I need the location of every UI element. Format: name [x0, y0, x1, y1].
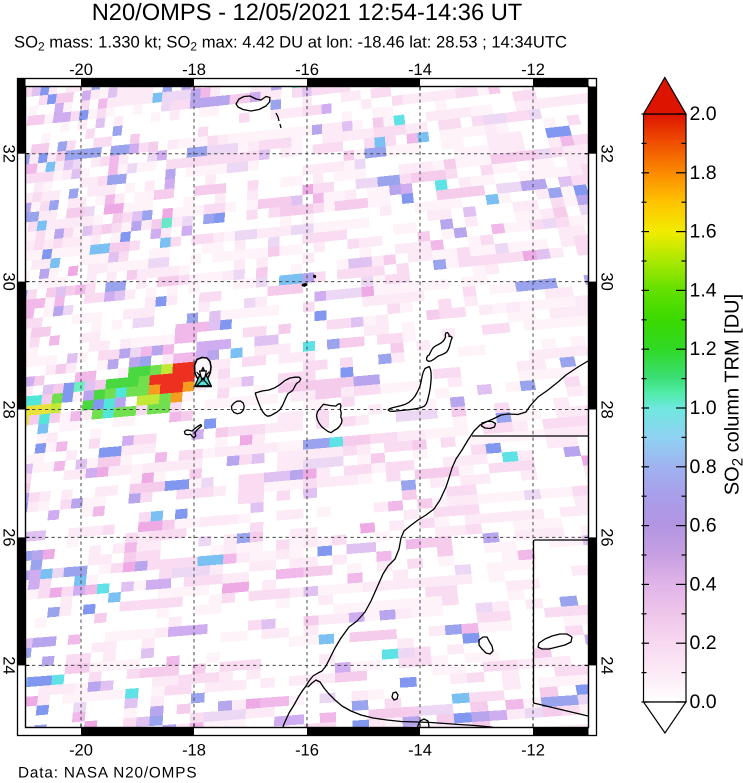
svg-text:28: 28: [598, 400, 616, 418]
svg-text:24: 24: [598, 656, 616, 674]
svg-text:0.8: 0.8: [690, 456, 717, 478]
svg-text:0.0: 0.0: [690, 691, 717, 713]
svg-text:-18: -18: [182, 61, 206, 79]
svg-text:1.6: 1.6: [690, 221, 717, 243]
svg-text:26: 26: [598, 528, 616, 546]
svg-text:-16: -16: [295, 61, 319, 79]
svg-text:0.2: 0.2: [690, 632, 717, 654]
svg-text:SO2 mass: 1.330 kt; SO2 max: 4: SO2 mass: 1.330 kt; SO2 max: 4.42 DU at …: [14, 33, 567, 54]
svg-text:-14: -14: [408, 61, 432, 79]
svg-text:Data: NASA N20/OMPS: Data: NASA N20/OMPS: [18, 765, 197, 782]
svg-text:-12: -12: [521, 61, 545, 79]
svg-text:-12: -12: [521, 741, 545, 759]
svg-text:-14: -14: [408, 741, 432, 759]
svg-text:26: 26: [0, 528, 18, 546]
svg-text:1.2: 1.2: [690, 338, 717, 360]
svg-text:-20: -20: [69, 61, 93, 79]
svg-text:-20: -20: [69, 741, 93, 759]
svg-text:24: 24: [0, 656, 18, 674]
svg-text:0.6: 0.6: [690, 515, 717, 537]
svg-text:1.4: 1.4: [690, 279, 717, 301]
svg-text:32: 32: [598, 145, 616, 163]
svg-text:SO2 column TRM [DU]: SO2 column TRM [DU]: [722, 294, 743, 495]
svg-text:0.4: 0.4: [690, 573, 717, 595]
svg-text:28: 28: [0, 400, 18, 418]
svg-text:N20/OMPS - 12/05/2021 12:54-14: N20/OMPS - 12/05/2021 12:54-14:36 UT: [92, 0, 523, 26]
svg-text:32: 32: [0, 145, 18, 163]
svg-text:1.8: 1.8: [690, 162, 717, 184]
svg-text:1.0: 1.0: [690, 397, 717, 419]
svg-text:30: 30: [0, 272, 18, 290]
svg-text:2.0: 2.0: [690, 103, 717, 125]
svg-text:-16: -16: [295, 741, 319, 759]
svg-text:-18: -18: [182, 741, 206, 759]
svg-text:30: 30: [598, 272, 616, 290]
